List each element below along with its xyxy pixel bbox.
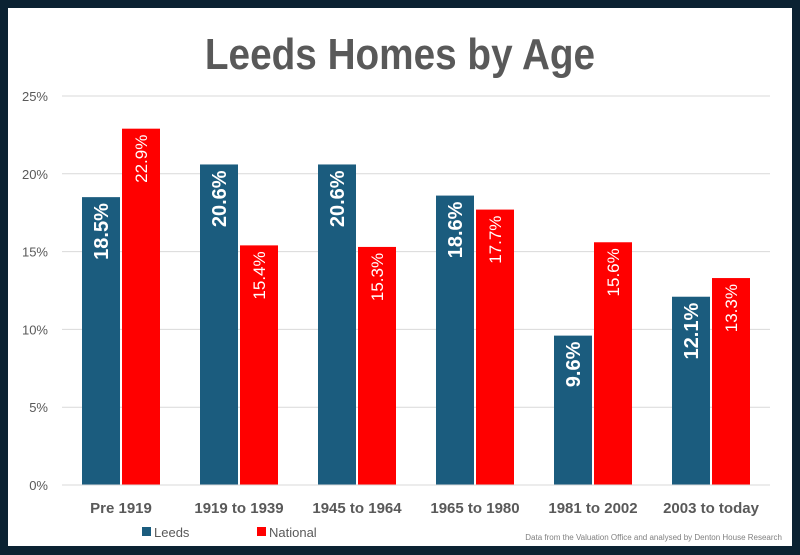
- x-tick-label: 1919 to 1939: [194, 500, 283, 517]
- data-label: 12.1%: [681, 303, 703, 360]
- data-label: 17.7%: [486, 216, 505, 264]
- data-label: 9.6%: [563, 341, 585, 387]
- bar-national: [712, 278, 750, 485]
- y-tick-label: 5%: [29, 400, 48, 415]
- data-label: 15.6%: [604, 248, 623, 296]
- y-tick-label: 20%: [22, 167, 48, 182]
- legend-label: National: [269, 525, 317, 540]
- legend-swatch-leeds: [142, 527, 151, 536]
- x-tick-label: 1945 to 1964: [312, 500, 402, 517]
- x-tick-label: 2003 to today: [663, 500, 760, 517]
- data-label: 15.4%: [250, 251, 269, 299]
- legend-swatch-national: [257, 527, 266, 536]
- bar-leeds: [436, 195, 474, 486]
- y-tick-label: 0%: [29, 478, 48, 493]
- data-label: 13.3%: [722, 284, 741, 332]
- y-tick-label: 10%: [22, 322, 48, 337]
- bar-national: [476, 209, 514, 485]
- data-label: 18.5%: [91, 203, 113, 260]
- bar-national: [594, 242, 632, 485]
- y-tick-label: 25%: [22, 89, 48, 104]
- bar-leeds: [554, 335, 592, 485]
- bar-national: [122, 128, 160, 485]
- bar-leeds: [200, 164, 238, 486]
- data-label: 18.6%: [445, 201, 467, 258]
- bar-leeds: [318, 164, 356, 486]
- data-label: 22.9%: [132, 135, 151, 183]
- x-tick-label: 1981 to 2002: [548, 500, 637, 517]
- bar-leeds: [672, 296, 710, 485]
- footnote: Data from the Valuation Office and analy…: [525, 533, 782, 542]
- bar-national: [240, 245, 278, 485]
- bar-national: [358, 246, 396, 485]
- y-tick-label: 15%: [22, 245, 48, 260]
- x-tick-label: Pre 1919: [90, 500, 152, 517]
- chart-title: Leeds Homes by Age: [204, 30, 596, 79]
- data-label: 20.6%: [209, 170, 231, 227]
- data-label: 15.3%: [368, 253, 387, 301]
- legend-label: Leeds: [154, 525, 190, 540]
- data-label: 20.6%: [327, 170, 349, 227]
- bar-leeds: [82, 197, 120, 485]
- x-tick-label: 1965 to 1980: [430, 500, 519, 517]
